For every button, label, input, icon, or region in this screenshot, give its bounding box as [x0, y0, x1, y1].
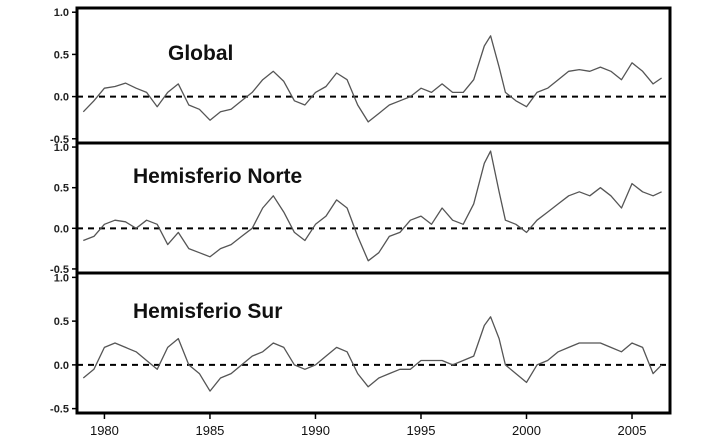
- panel-global-series-line: [82, 35, 662, 123]
- panel-global: -0.5 0.0 0.5 1.0 Global: [50, 6, 672, 146]
- panel-hemisferio-sur-y-tick-label: -0.5: [50, 404, 69, 416]
- panel-hemisferio-norte-y-tick-label: -0.5: [50, 264, 69, 276]
- panel-hemisferio-sur-title: Hemisferio Sur: [133, 300, 282, 323]
- panel-global-y-tick-label: -0.5: [50, 134, 69, 146]
- panel-hemisferio-sur-y-tick-label: 0.0: [54, 360, 69, 372]
- panel-global-title: Global: [168, 42, 233, 65]
- panel-hemisferio-sur-series-line: [82, 316, 663, 392]
- panel-hemisferio-sur-frame: [75, 271, 672, 415]
- panel-hemisferio-norte-frame: [75, 141, 672, 275]
- panel-hemisferio-sur-y-tick-label: 0.5: [54, 316, 69, 328]
- panel-hemisferio-norte-y-tick-label: 0.5: [54, 183, 69, 195]
- panel-global-y-tick-label: 0.0: [54, 92, 69, 104]
- panel-hemisferio-norte-series-line: [83, 150, 662, 262]
- x-tick-label: 1995: [407, 423, 436, 438]
- x-axis: 1980 1985 1990 1995 2000 2005: [90, 413, 647, 438]
- panel-hemisferio-norte-y-tick-label: 1.0: [54, 142, 69, 154]
- panels-layer: -0.5 0.0 0.5 1.0 Global -0.5 0.0 0.5 1.0 Hemisfer…: [50, 6, 672, 416]
- panel-hemisferio-norte: -0.5 0.0 0.5 1.0 Hemisferio Norte: [50, 141, 672, 276]
- panel-hemisferio-norte-y-tick-label: 0.0: [54, 223, 69, 235]
- x-tick-label: 1985: [195, 423, 224, 438]
- x-tick-label: 2005: [618, 423, 647, 438]
- panel-global-y-tick-label: 1.0: [54, 7, 69, 19]
- x-tick-label: 1990: [301, 423, 330, 438]
- x-tick-label: 1980: [90, 423, 119, 438]
- panel-hemisferio-norte-title: Hemisferio Norte: [133, 165, 302, 188]
- panel-hemisferio-sur-y-tick-label: 1.0: [54, 272, 69, 284]
- panel-hemisferio-sur: -0.5 0.0 0.5 1.0 Hemisferio Sur: [50, 271, 672, 416]
- x-tick-label: 2000: [512, 423, 541, 438]
- panel-global-frame: [75, 6, 672, 145]
- panel-global-y-tick-label: 0.5: [54, 49, 69, 61]
